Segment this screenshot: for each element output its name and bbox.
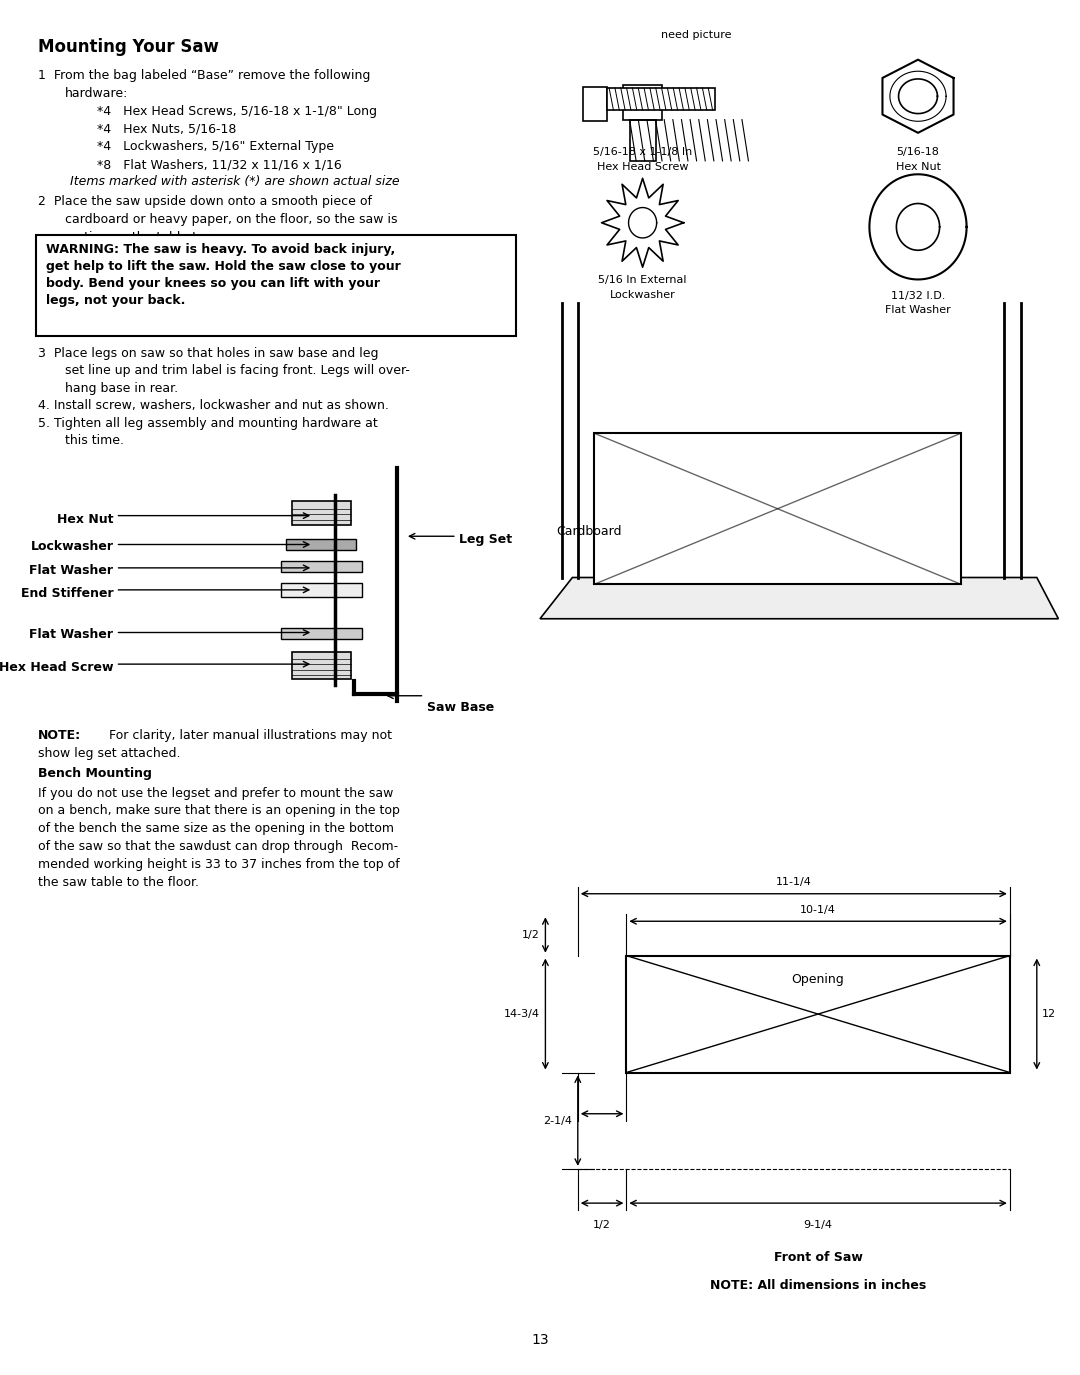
Text: 5/16-18 x 1-1/8 In: 5/16-18 x 1-1/8 In: [593, 147, 692, 157]
Text: 3  Place legs on saw so that holes in saw base and leg: 3 Place legs on saw so that holes in saw…: [38, 346, 378, 359]
Text: mended working height is 33 to 37 inches from the top of: mended working height is 33 to 37 inches…: [38, 858, 400, 870]
Bar: [286, 539, 356, 550]
Text: NOTE:: NOTE:: [38, 729, 81, 741]
Text: *4   Hex Head Screws, 5/16-18 x 1-1/8" Long: *4 Hex Head Screws, 5/16-18 x 1-1/8" Lon…: [97, 104, 377, 117]
Text: NOTE: All dimensions in inches: NOTE: All dimensions in inches: [710, 1279, 927, 1291]
Text: 5/16-18: 5/16-18: [896, 147, 940, 157]
Text: 2  Place the saw upside down onto a smooth piece of: 2 Place the saw upside down onto a smoot…: [38, 195, 372, 208]
Text: 14-3/4: 14-3/4: [504, 1009, 540, 1019]
Text: 4. Install screw, washers, lockwasher and nut as shown.: 4. Install screw, washers, lockwasher an…: [38, 399, 389, 411]
Text: *4   Hex Nuts, 5/16-18: *4 Hex Nuts, 5/16-18: [97, 122, 237, 135]
Bar: [292, 652, 351, 679]
Text: Hex Nut: Hex Nut: [895, 162, 941, 172]
Text: 1/2: 1/2: [593, 1220, 611, 1229]
Text: Items marked with asterisk (*) are shown actual size: Items marked with asterisk (*) are shown…: [70, 175, 400, 187]
Text: need picture: need picture: [661, 30, 732, 40]
Text: Flat Washer: Flat Washer: [886, 305, 950, 315]
Bar: [626, 956, 1010, 1072]
Bar: [607, 88, 715, 110]
Text: of the saw so that the sawdust can drop through  Recom-: of the saw so that the sawdust can drop …: [38, 840, 397, 852]
Text: the saw table to the floor.: the saw table to the floor.: [38, 876, 199, 888]
Bar: [583, 87, 607, 121]
Bar: [36, 235, 516, 336]
Text: 1  From the bag labeled “Base” remove the following: 1 From the bag labeled “Base” remove the…: [38, 69, 370, 81]
Text: Hex Nut: Hex Nut: [57, 513, 113, 525]
Text: show leg set attached.: show leg set attached.: [38, 747, 180, 759]
Text: 12: 12: [1042, 1009, 1056, 1019]
Text: 11-1/4: 11-1/4: [775, 877, 812, 887]
Text: *4   Lockwashers, 5/16" External Type: *4 Lockwashers, 5/16" External Type: [97, 140, 334, 153]
Bar: [630, 120, 656, 161]
Text: Mounting Your Saw: Mounting Your Saw: [38, 38, 218, 56]
Text: resting on the table top.: resting on the table top.: [65, 231, 216, 243]
Text: Bench Mounting: Bench Mounting: [38, 767, 151, 780]
Text: cardboard or heavy paper, on the floor, so the saw is: cardboard or heavy paper, on the floor, …: [65, 213, 397, 226]
Text: Cardboard: Cardboard: [556, 525, 622, 538]
Text: set line up and trim label is facing front. Legs will over-: set line up and trim label is facing fro…: [65, 364, 409, 377]
Text: Lockwasher: Lockwasher: [610, 290, 675, 300]
Polygon shape: [540, 578, 1058, 619]
Text: 2-1/4: 2-1/4: [543, 1115, 572, 1126]
Text: 1/2: 1/2: [522, 930, 540, 941]
Text: If you do not use the legset and prefer to mount the saw: If you do not use the legset and prefer …: [38, 786, 393, 799]
Text: 13: 13: [531, 1334, 549, 1348]
Text: End Stiffener: End Stiffener: [21, 587, 113, 600]
Bar: [292, 500, 351, 525]
Text: Flat Washer: Flat Washer: [29, 628, 113, 641]
Text: WARNING: The saw is heavy. To avoid back injury,
get help to lift the saw. Hold : WARNING: The saw is heavy. To avoid back…: [46, 243, 401, 308]
Bar: [623, 85, 662, 120]
Text: hang base in rear.: hang base in rear.: [65, 382, 178, 395]
Bar: [281, 561, 362, 572]
Text: Saw Base: Saw Base: [427, 701, 494, 714]
Text: *8   Flat Washers, 11/32 x 11/16 x 1/16: *8 Flat Washers, 11/32 x 11/16 x 1/16: [97, 158, 342, 170]
Text: hardware:: hardware:: [65, 87, 129, 99]
Text: Flat Washer: Flat Washer: [29, 564, 113, 576]
Bar: [281, 628, 362, 639]
Text: Front of Saw: Front of Saw: [773, 1251, 863, 1264]
Text: Hex Head Screw: Hex Head Screw: [0, 661, 113, 674]
Text: Leg Set: Leg Set: [459, 534, 512, 546]
Text: Hex Head Screw: Hex Head Screw: [597, 162, 688, 172]
Text: 5. Tighten all leg assembly and mounting hardware at: 5. Tighten all leg assembly and mounting…: [38, 417, 378, 429]
Text: For clarity, later manual illustrations may not: For clarity, later manual illustrations …: [105, 729, 392, 741]
Text: this time.: this time.: [65, 434, 124, 447]
Text: Lockwasher: Lockwasher: [30, 540, 113, 553]
Bar: [281, 583, 362, 597]
Text: of the bench the same size as the opening in the bottom: of the bench the same size as the openin…: [38, 822, 394, 835]
Bar: [594, 433, 961, 584]
Text: on a bench, make sure that there is an opening in the top: on a bench, make sure that there is an o…: [38, 804, 400, 817]
Text: 10-1/4: 10-1/4: [800, 905, 836, 914]
Text: 9-1/4: 9-1/4: [804, 1220, 833, 1229]
Text: 5/16 In External: 5/16 In External: [598, 275, 687, 285]
Text: 11/32 I.D.: 11/32 I.D.: [891, 292, 945, 301]
Text: Opening: Opening: [792, 974, 845, 986]
